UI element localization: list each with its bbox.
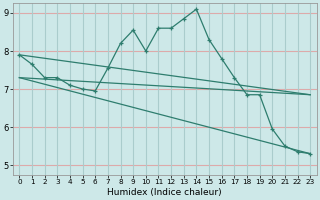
X-axis label: Humidex (Indice chaleur): Humidex (Indice chaleur): [108, 188, 222, 197]
